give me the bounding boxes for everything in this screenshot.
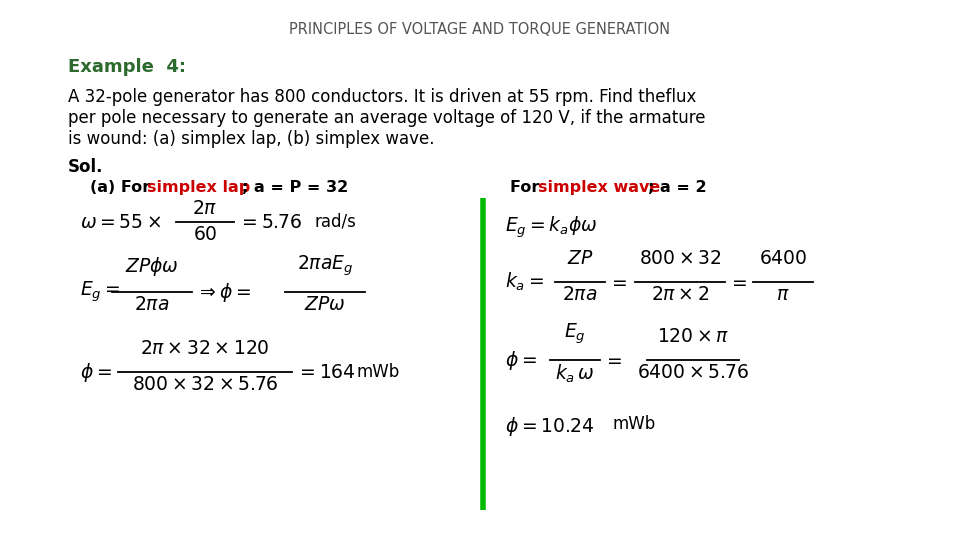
Text: $2\pi \times 2$: $2\pi \times 2$ <box>651 285 709 304</box>
Text: $\Rightarrow \phi = $: $\Rightarrow \phi = $ <box>196 280 251 303</box>
Text: $\phi = $: $\phi = $ <box>80 361 111 383</box>
Text: $k_a = $: $k_a = $ <box>505 271 544 293</box>
Text: $=$: $=$ <box>603 350 622 369</box>
Text: simplex wave: simplex wave <box>538 180 660 195</box>
Text: $E_g = $: $E_g = $ <box>80 280 120 304</box>
Text: (a) For: (a) For <box>90 180 156 195</box>
Text: $800 \times 32$: $800 \times 32$ <box>638 249 721 268</box>
Text: $60$: $60$ <box>193 225 217 244</box>
Text: $= 164$: $= 164$ <box>296 362 356 381</box>
Text: $k_a\,\omega$: $k_a\,\omega$ <box>555 363 594 386</box>
Text: $=$: $=$ <box>608 273 628 292</box>
Text: Sol.: Sol. <box>68 158 104 176</box>
Text: $\phi = $: $\phi = $ <box>505 348 537 372</box>
Text: $=$: $=$ <box>728 273 748 292</box>
Text: $\pi$: $\pi$ <box>777 285 790 304</box>
Text: $2\pi a$: $2\pi a$ <box>134 295 170 314</box>
Text: PRINCIPLES OF VOLTAGE AND TORQUE GENERATION: PRINCIPLES OF VOLTAGE AND TORQUE GENERAT… <box>289 22 671 37</box>
Text: $2\pi$: $2\pi$ <box>192 199 218 218</box>
Text: $E_g = k_a\phi\omega$: $E_g = k_a\phi\omega$ <box>505 215 597 240</box>
Text: Example  4:: Example 4: <box>68 58 186 76</box>
Text: is wound: (a) simplex lap, (b) simplex wave.: is wound: (a) simplex lap, (b) simplex w… <box>68 130 435 148</box>
Text: $E_g$: $E_g$ <box>564 321 586 346</box>
Text: $2\pi aE_g$: $2\pi aE_g$ <box>297 253 353 278</box>
Text: simplex lap: simplex lap <box>147 180 251 195</box>
Text: A 32-pole generator has 800 conductors. It is driven at 55 rpm. Find the​flux: A 32-pole generator has 800 conductors. … <box>68 88 696 106</box>
Text: $ZP\omega$: $ZP\omega$ <box>304 295 346 314</box>
Text: per pole necessary to generate an average voltage of 120 V, if the armature: per pole necessary to generate an averag… <box>68 109 706 127</box>
Text: $6400 \times 5.76$: $6400 \times 5.76$ <box>637 363 749 382</box>
Text: ; a = P = 32: ; a = P = 32 <box>242 180 348 195</box>
Text: $2\pi a$: $2\pi a$ <box>563 285 598 304</box>
Text: $6400$: $6400$ <box>758 249 807 268</box>
Text: For: For <box>510 180 545 195</box>
Text: $120 \times \pi$: $120 \times \pi$ <box>657 327 730 346</box>
Text: $ZP$: $ZP$ <box>566 249 593 268</box>
Text: mWb: mWb <box>613 415 657 433</box>
Text: rad/s: rad/s <box>315 213 357 231</box>
Text: $\omega = 55 \times$: $\omega = 55 \times$ <box>80 213 161 232</box>
Text: $\phi = 10.24$: $\phi = 10.24$ <box>505 415 594 438</box>
Text: $800 \times 32 \times 5.76$: $800 \times 32 \times 5.76$ <box>132 375 278 394</box>
Text: $ZP\phi\omega$: $ZP\phi\omega$ <box>125 255 179 278</box>
Text: $2\pi \times 32 \times 120$: $2\pi \times 32 \times 120$ <box>140 339 270 358</box>
Text: $= 5.76$: $= 5.76$ <box>238 213 302 232</box>
Text: mWb: mWb <box>357 363 400 381</box>
Text: ; a = 2: ; a = 2 <box>648 180 707 195</box>
